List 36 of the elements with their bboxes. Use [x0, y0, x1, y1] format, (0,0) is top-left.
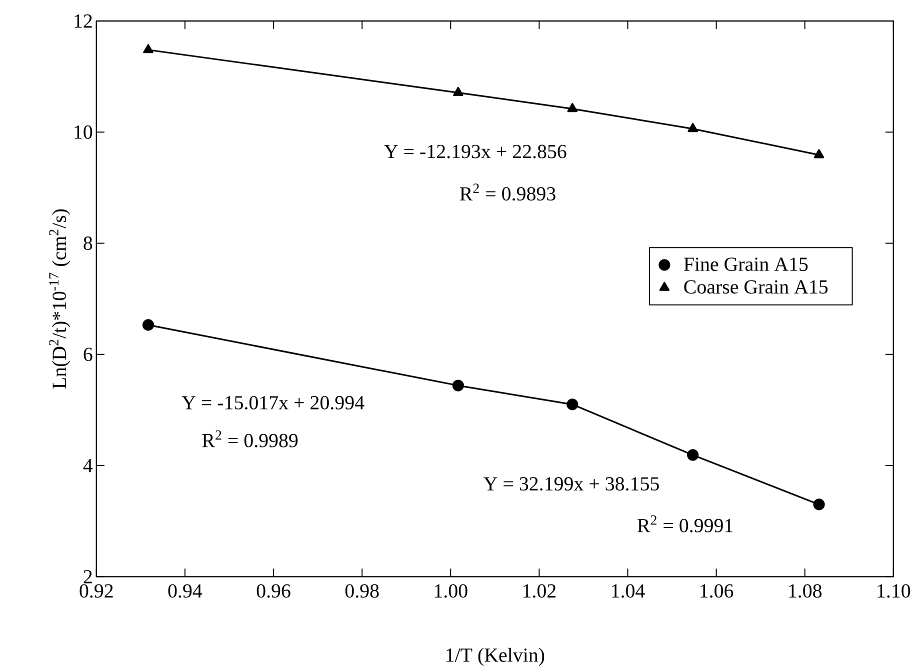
x-tick-label: 0.94 [168, 584, 202, 598]
point [566, 398, 578, 410]
x-tick-label: 1.04 [612, 584, 645, 598]
y-tick-label: 12 [74, 14, 92, 28]
point [143, 44, 154, 54]
annotation: R$^{2}$ = 0.9893 [460, 184, 556, 201]
point [687, 449, 699, 461]
point [813, 498, 825, 510]
point [142, 319, 154, 331]
x-tick-label: 1.08 [789, 584, 822, 598]
point [453, 86, 464, 96]
annotation: R$^{2}$ = 0.9989 [202, 430, 298, 448]
annotation: Y = 32.199x + 38.155 [484, 477, 659, 491]
y-tick-label: 2 [84, 570, 92, 584]
point [567, 102, 578, 112]
y-tick-label: 6 [84, 348, 92, 362]
legend-label: Fine Grain A15 [684, 258, 808, 271]
annotation: Y = -15.017x + 20.994 [182, 396, 364, 410]
point [814, 149, 824, 158]
x-tick-label: 1.06 [700, 584, 734, 598]
x-tick-label: 0.96 [256, 584, 290, 598]
point [688, 122, 698, 132]
y-tick-label: 10 [74, 125, 92, 139]
y-axis-title: Ln(D$^{2}$/t)*10$^{-17}$ (cm$^{2}$/s) [49, 209, 70, 389]
x-tick-label: 1.02 [524, 584, 556, 598]
x-tick-label: 1.00 [434, 584, 468, 598]
y-tick-label: 4 [83, 458, 93, 472]
point [452, 380, 464, 392]
legend-label: Coarse Grain A15 [684, 280, 828, 294]
x-tick-label: 1.10 [878, 584, 910, 598]
annotation: Y = -12.193x + 22.856 [384, 144, 566, 158]
x-tick-label: 0.92 [80, 584, 113, 598]
y-tick-label: 8 [84, 236, 92, 250]
x-axis-title: 1/T (Kelvin) [446, 648, 544, 666]
x-tick-label: 0.98 [345, 584, 379, 598]
annotation: R$^{2}$ = 0.9991 [638, 515, 732, 532]
